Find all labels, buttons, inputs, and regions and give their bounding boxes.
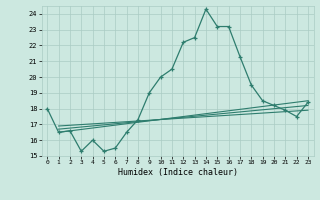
X-axis label: Humidex (Indice chaleur): Humidex (Indice chaleur): [118, 168, 237, 177]
